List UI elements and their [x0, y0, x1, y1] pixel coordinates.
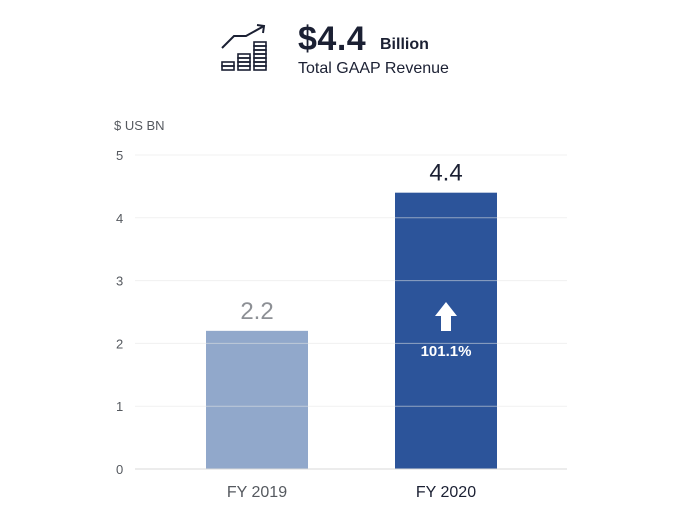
y-tick-label: 0 — [116, 462, 123, 477]
data-label: 4.4 — [429, 160, 462, 187]
x-tick-label: FY 2019 — [227, 484, 287, 501]
headline-unit: Billion — [380, 36, 429, 53]
headline: $4.4 Billion Total GAAP Revenue — [220, 20, 480, 80]
headline-subtitle: Total GAAP Revenue — [298, 60, 449, 77]
y-tick-label: 1 — [116, 399, 123, 414]
data-label: 2.2 — [240, 298, 273, 325]
x-tick-label: FY 2020 — [416, 484, 476, 501]
y-tick-label: 5 — [116, 148, 123, 163]
y-tick-label: 2 — [116, 336, 123, 351]
growth-annotation: 101.1% — [421, 343, 472, 360]
bar-fy-2019 — [206, 330, 308, 469]
headline-amount: $4.4 — [298, 20, 367, 58]
up-arrow-icon — [435, 302, 457, 331]
y-axis-title: $ US BN — [114, 118, 165, 133]
y-tick-label: 4 — [116, 211, 123, 226]
y-tick-label: 3 — [116, 274, 123, 289]
revenue-growth-icon — [221, 24, 267, 71]
